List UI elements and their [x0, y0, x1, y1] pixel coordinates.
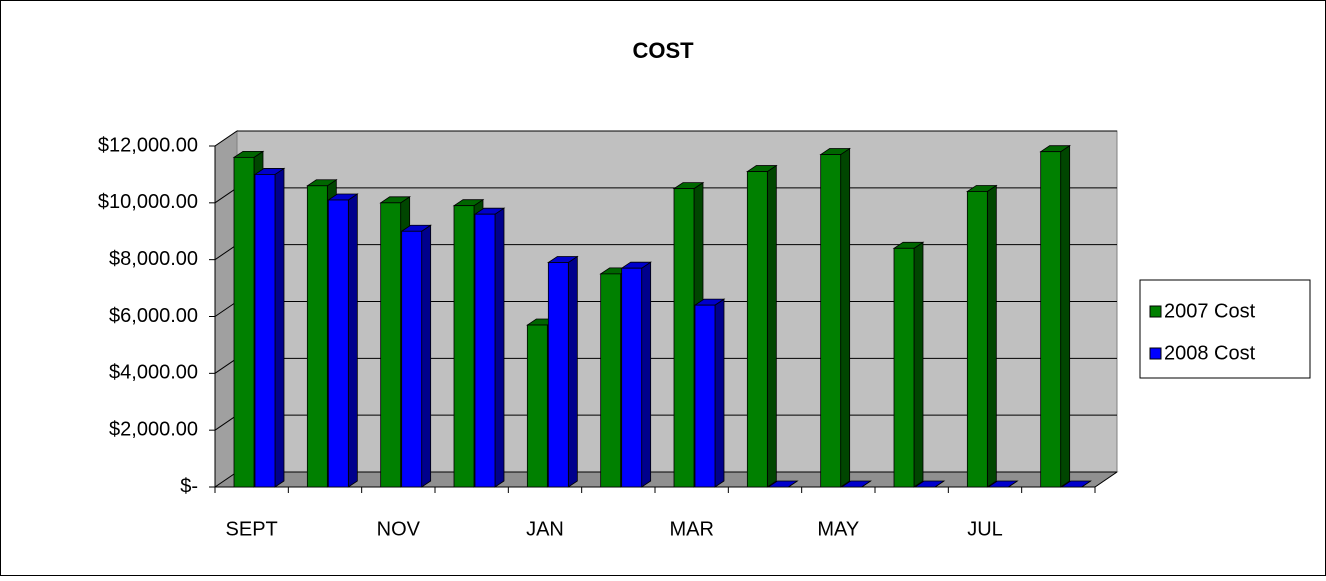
bar	[547, 262, 569, 488]
y-tick-label: $12,000.00	[98, 134, 198, 156]
x-tick-label: MAY	[817, 518, 859, 540]
bar	[401, 230, 423, 488]
x-tick-label: JUL	[967, 518, 1003, 540]
bar-side	[274, 167, 285, 488]
bar-side	[766, 164, 777, 488]
grid-line-side	[214, 301, 238, 317]
bar	[474, 213, 496, 488]
grid-line-side	[214, 357, 238, 374]
bar	[621, 267, 643, 488]
grid-line-side	[214, 471, 238, 488]
bar	[746, 171, 768, 488]
chart-title: COST	[632, 38, 694, 63]
legend-swatch	[1149, 305, 1162, 318]
bar	[453, 205, 475, 488]
bar	[233, 156, 255, 488]
bar-side	[494, 207, 505, 488]
bar-side	[347, 193, 358, 488]
bar-top	[840, 480, 872, 488]
bar-top	[987, 480, 1019, 488]
bar	[380, 202, 402, 488]
x-tick-label: MAR	[669, 518, 713, 540]
bar-side	[421, 224, 432, 488]
legend	[1139, 279, 1311, 379]
bar-top	[767, 480, 799, 488]
bar-side	[714, 298, 725, 488]
bar	[526, 324, 548, 488]
y-tick-label: $4,000.00	[109, 362, 198, 384]
bar-side	[913, 241, 924, 488]
legend-label: 2007 Cost	[1164, 300, 1256, 322]
bar	[893, 247, 915, 488]
grid-line-side	[214, 414, 238, 431]
bar	[694, 304, 716, 488]
bar-side	[840, 147, 851, 488]
grid-line-side	[214, 244, 238, 261]
bar	[966, 191, 988, 488]
y-tick-label: $2,000.00	[109, 418, 198, 440]
grid-line-side	[214, 187, 238, 204]
bar-top	[913, 480, 946, 488]
bar	[820, 154, 842, 488]
legend-swatch	[1149, 347, 1162, 360]
bar-side	[986, 184, 997, 488]
y-tick-label: $10,000.00	[98, 191, 198, 213]
bar	[327, 199, 349, 488]
bar-side	[567, 255, 578, 488]
y-tick-label: $8,000.00	[109, 248, 198, 270]
bar-top	[1060, 480, 1092, 488]
bar-side	[1060, 144, 1071, 488]
legend-label: 2008 Cost	[1164, 342, 1256, 364]
bar	[1040, 151, 1062, 488]
bar	[306, 185, 328, 488]
bar-side	[641, 261, 652, 488]
bar	[673, 188, 695, 488]
x-tick-label: JAN	[526, 518, 564, 540]
y-tick-label: $6,000.00	[109, 305, 198, 327]
x-tick-label: NOV	[377, 518, 421, 540]
bar	[254, 174, 276, 488]
y-tick-label: $-	[180, 475, 198, 497]
x-axis-back	[1094, 471, 1118, 488]
grid-line-side	[214, 130, 238, 147]
bar	[600, 273, 622, 488]
x-tick-label: SEPT	[226, 518, 278, 540]
